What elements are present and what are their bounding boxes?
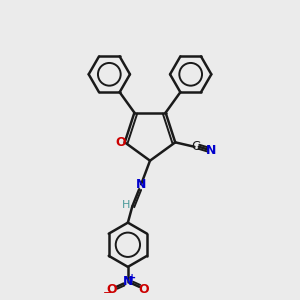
Text: +: + [128, 273, 136, 283]
Text: N: N [206, 144, 217, 158]
Text: N: N [123, 275, 133, 288]
Text: H: H [122, 200, 130, 210]
Text: O: O [139, 283, 149, 296]
Text: C: C [191, 140, 200, 153]
Text: N: N [136, 178, 146, 191]
Text: −: − [103, 288, 112, 298]
Text: O: O [115, 136, 126, 149]
Text: O: O [106, 283, 117, 296]
